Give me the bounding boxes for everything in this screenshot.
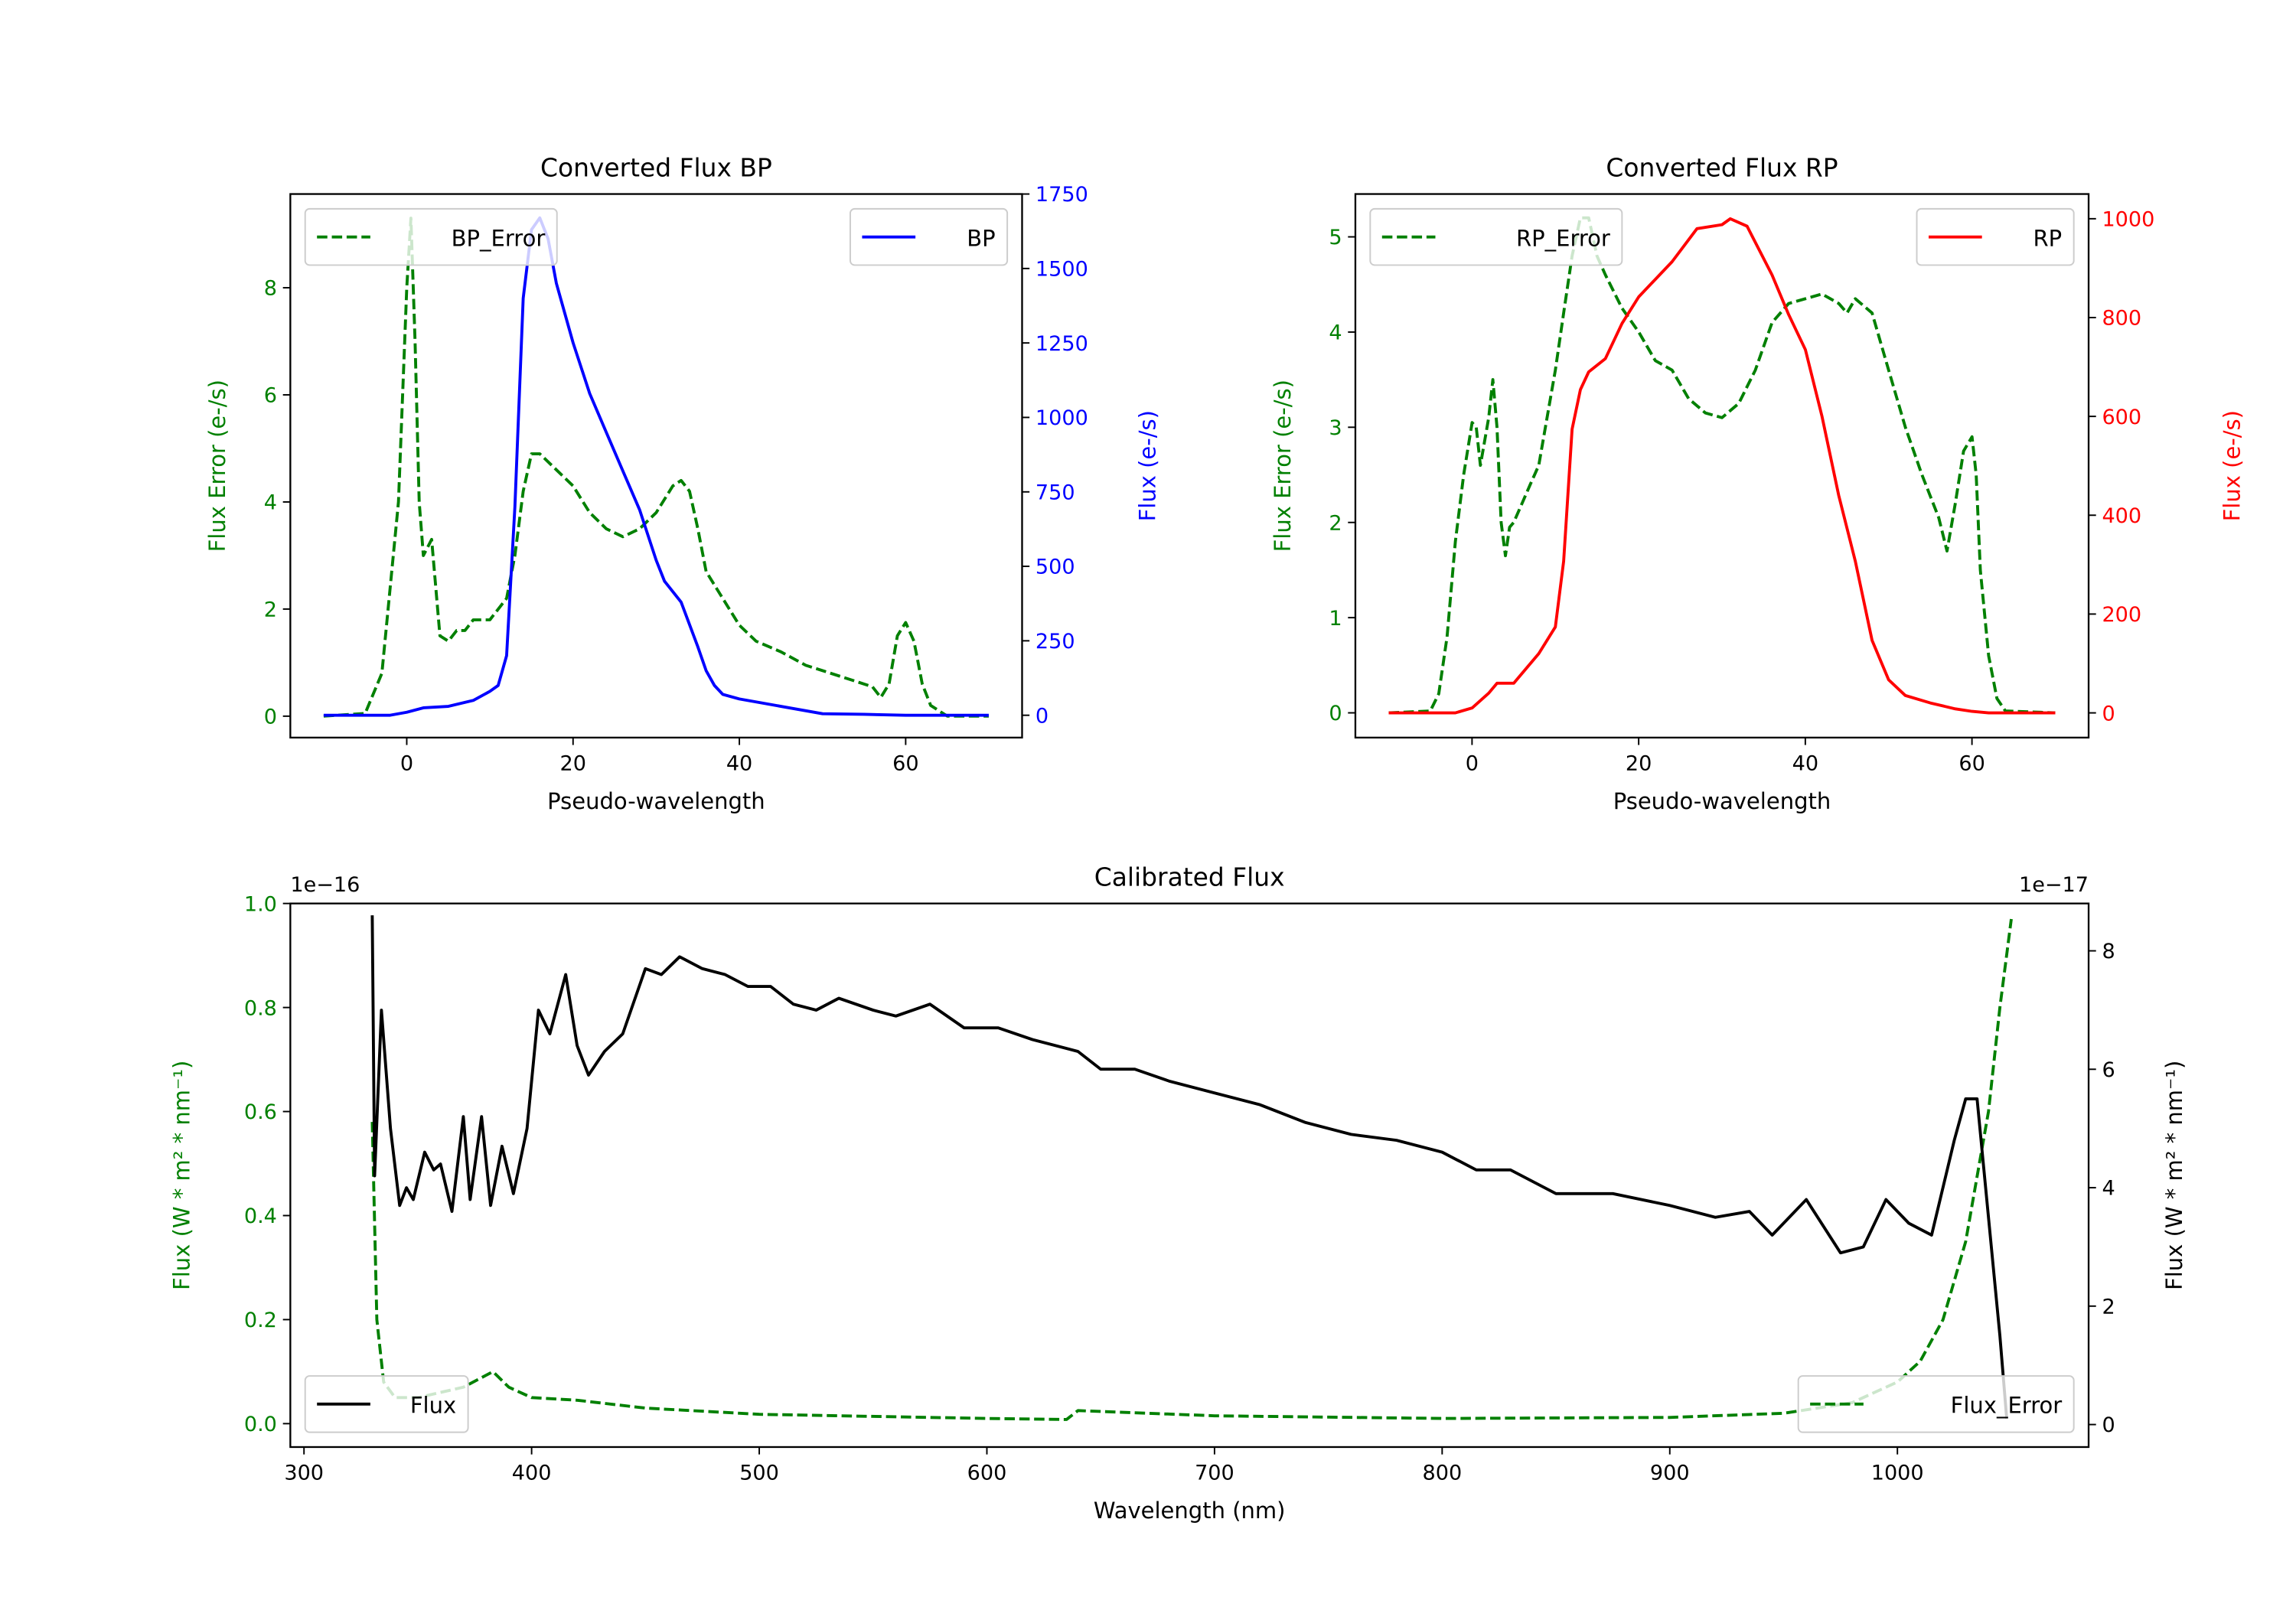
y-right-tick-label: 1250 bbox=[1035, 332, 1088, 356]
y-left-tick-label: 0 bbox=[264, 706, 277, 729]
x-tick-label: 300 bbox=[284, 1462, 324, 1485]
y-right-tick-label: 0 bbox=[2102, 1413, 2115, 1437]
series-line-flux bbox=[370, 915, 2008, 1419]
y-left-axis-label: Flux Error (e-/s) bbox=[1270, 380, 1296, 552]
legend-label: RP_Error bbox=[1516, 225, 1610, 251]
x-tick-label: 60 bbox=[892, 751, 918, 775]
rp-panel: Converted Flux RP0 20 40 60Pseudo-wavelengt… bbox=[1270, 152, 2245, 813]
axes-frame bbox=[1354, 193, 2090, 739]
series-group bbox=[1388, 216, 2056, 715]
x-tick-label: 700 bbox=[1195, 1462, 1234, 1485]
y-right-tick-label: 4 bbox=[2102, 1177, 2115, 1201]
calibrated-panel: Calibrated Flux 300 400 500 600 700 800 900 1000… bbox=[169, 862, 2187, 1523]
legend-label: Flux bbox=[410, 1392, 456, 1418]
chart-title: Converted Flux RP bbox=[1606, 152, 1838, 182]
y-left-tick-label: 6 bbox=[264, 384, 277, 408]
y-left-tick-label: 2 bbox=[1329, 511, 1342, 535]
y-left-tick-label: 1.0 bbox=[244, 892, 277, 916]
chart-title: Calibrated Flux bbox=[1094, 862, 1285, 892]
y-right-tick-label: 0 bbox=[2102, 702, 2115, 725]
x-axis-label: Pseudo-wavelength bbox=[1613, 788, 1831, 814]
y-right-tick-label: 750 bbox=[1035, 481, 1075, 504]
chart-title: Converted Flux BP bbox=[540, 152, 772, 182]
series-line-rp bbox=[1388, 217, 2056, 715]
x-tick-label: 40 bbox=[1792, 751, 1818, 775]
series-group bbox=[323, 216, 989, 718]
series-line-rp-error bbox=[1388, 216, 2056, 715]
legend-bp-error: BP_Error bbox=[304, 207, 558, 266]
y-right-tick-label: 500 bbox=[1035, 556, 1075, 579]
series-line-bp bbox=[323, 216, 989, 717]
legend-rp-error: RP_Error bbox=[1369, 207, 1623, 266]
x-tick-label: 60 bbox=[1958, 751, 1985, 775]
axes-frame bbox=[289, 193, 1023, 739]
legend-box bbox=[1369, 207, 1623, 266]
legend-box bbox=[1797, 1375, 2075, 1433]
x-axis-label: Pseudo-wavelength bbox=[547, 788, 765, 814]
axes-frame bbox=[289, 902, 2090, 1449]
y-right-tick-label: 400 bbox=[2102, 504, 2141, 528]
legend-rp: RP bbox=[1916, 207, 2075, 266]
y-right-axis-label: Flux (e-/s) bbox=[2219, 410, 2245, 521]
y-left-tick-label: 5 bbox=[1329, 226, 1342, 249]
legend-flux-error: Flux_Error bbox=[1797, 1375, 2075, 1433]
legend-label: RP bbox=[2033, 225, 2063, 251]
x-tick-label: 500 bbox=[739, 1462, 779, 1485]
x-tick-label: 20 bbox=[560, 751, 586, 775]
legend-label: Flux_Error bbox=[1951, 1392, 2063, 1418]
y-left-tick-label: 0 bbox=[1329, 702, 1342, 725]
y-right-tick-label: 1000 bbox=[2102, 208, 2154, 232]
x-tick-label: 0 bbox=[400, 751, 413, 775]
legend-box bbox=[1916, 207, 2075, 266]
legend-label: BP_Error bbox=[452, 225, 546, 251]
legend-box bbox=[304, 1375, 469, 1433]
legend-flux: Flux bbox=[304, 1375, 469, 1433]
y-right-tick-label: 8 bbox=[2102, 940, 2115, 963]
x-tick-label: 600 bbox=[967, 1462, 1007, 1485]
y-right-tick-label: 1500 bbox=[1035, 258, 1088, 282]
y-right-tick-label: 800 bbox=[2102, 307, 2141, 331]
x-tick-label: 400 bbox=[512, 1462, 552, 1485]
y-right-tick-label: 1750 bbox=[1035, 183, 1088, 207]
y-left-tick-label: 0.8 bbox=[244, 996, 277, 1020]
y-right-tick-label: 600 bbox=[2102, 406, 2141, 429]
y-right-tick-label: 2 bbox=[2102, 1295, 2115, 1319]
legend-bp: BP bbox=[850, 207, 1009, 266]
series-line-bp-error bbox=[323, 217, 989, 718]
x-tick-label: 20 bbox=[1626, 751, 1652, 775]
x-tick-label: 40 bbox=[726, 751, 752, 775]
y-left-tick-label: 0.4 bbox=[244, 1204, 277, 1228]
y-right-axis-label: Flux (W * m² * nm⁻¹) bbox=[2161, 1061, 2187, 1290]
legend-label: BP bbox=[967, 225, 995, 251]
y-left-tick-label: 3 bbox=[1329, 416, 1342, 440]
y-right-tick-label: 250 bbox=[1035, 630, 1075, 654]
y-left-tick-label: 0.2 bbox=[244, 1309, 277, 1332]
y-right-tick-label: 6 bbox=[2102, 1058, 2115, 1082]
y-left-tick-label: 2 bbox=[264, 598, 277, 622]
bp-panel: Converted Flux BP0 20 40 60Pseudo-wavelengt… bbox=[204, 152, 1160, 813]
y-left-tick-label: 1 bbox=[1329, 607, 1342, 631]
y-right-tick-label: 0 bbox=[1035, 704, 1049, 728]
legend-box bbox=[850, 207, 1009, 266]
x-axis-label: Wavelength (nm) bbox=[1094, 1498, 1286, 1524]
y-left-axis-label: Flux (W * m² * nm⁻¹) bbox=[169, 1061, 195, 1290]
y-left-axis-label: Flux Error (e-/s) bbox=[204, 380, 230, 552]
y-left-tick-label: 4 bbox=[1329, 321, 1342, 345]
y-left-tick-label: 0.6 bbox=[244, 1100, 277, 1124]
x-tick-label: 800 bbox=[1422, 1462, 1462, 1485]
x-tick-label: 0 bbox=[1466, 751, 1479, 775]
y-left-tick-label: 4 bbox=[264, 491, 277, 515]
y-right-offset-label: 1e−17 bbox=[2019, 873, 2089, 897]
y-right-axis-label: Flux (e-/s) bbox=[1135, 410, 1161, 521]
y-right-tick-label: 200 bbox=[2102, 603, 2141, 627]
legend-box bbox=[304, 207, 558, 266]
x-tick-label: 900 bbox=[1650, 1462, 1690, 1485]
y-left-tick-label: 0.0 bbox=[244, 1413, 277, 1436]
y-left-tick-label: 8 bbox=[264, 277, 277, 301]
y-right-tick-label: 1000 bbox=[1035, 406, 1088, 430]
y-left-offset-label: 1e−16 bbox=[290, 873, 360, 897]
x-tick-label: 1000 bbox=[1871, 1462, 1924, 1485]
